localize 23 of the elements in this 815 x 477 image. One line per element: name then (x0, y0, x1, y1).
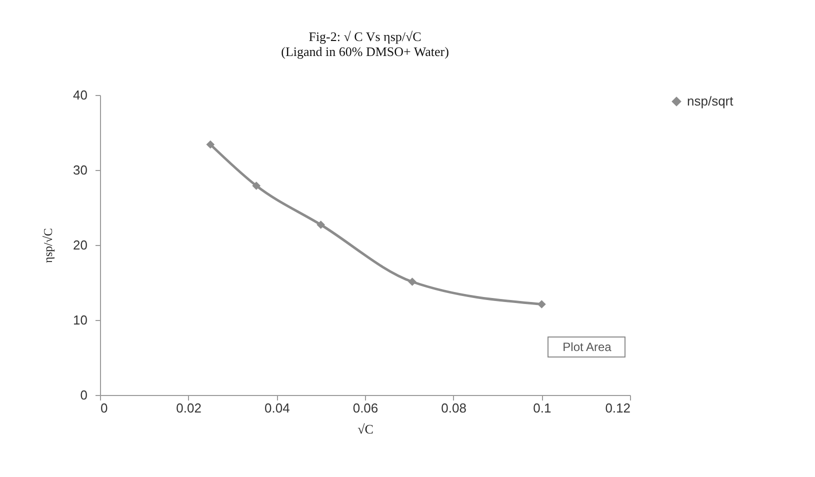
x-tick-label: 0 (100, 400, 108, 416)
point (408, 278, 416, 286)
x-tick-label: 0.08 (441, 400, 466, 416)
x-axis-title: √C (358, 422, 374, 436)
point (316, 220, 326, 229)
y-axis-title: ηsp/√C (41, 228, 56, 263)
x-tick-label: 0.1 (533, 400, 552, 416)
point (537, 300, 546, 308)
x-tick-label: 0.04 (264, 400, 290, 416)
x-tick-label: 0.06 (352, 400, 378, 416)
x-tick-label: 0.02 (176, 400, 202, 416)
annotation: Plot Area (562, 340, 612, 354)
y-tick-label: 0 (80, 388, 88, 402)
y-tick-label: 20 (73, 238, 88, 252)
y-tick-label: 10 (73, 312, 88, 328)
y-tick-label: 40 (73, 88, 88, 102)
legend-label: nsp/sqrt (687, 94, 734, 108)
point (206, 140, 215, 149)
chart-title: Fig-2: √ C Vs ηsp/√C (308, 29, 422, 44)
chart-subtitle: (Ligand in 60% DMSO+ Water) (281, 44, 449, 59)
x-tick-label: 0.12 (605, 400, 630, 416)
point (252, 182, 261, 190)
y-tick-label: 30 (73, 162, 88, 178)
